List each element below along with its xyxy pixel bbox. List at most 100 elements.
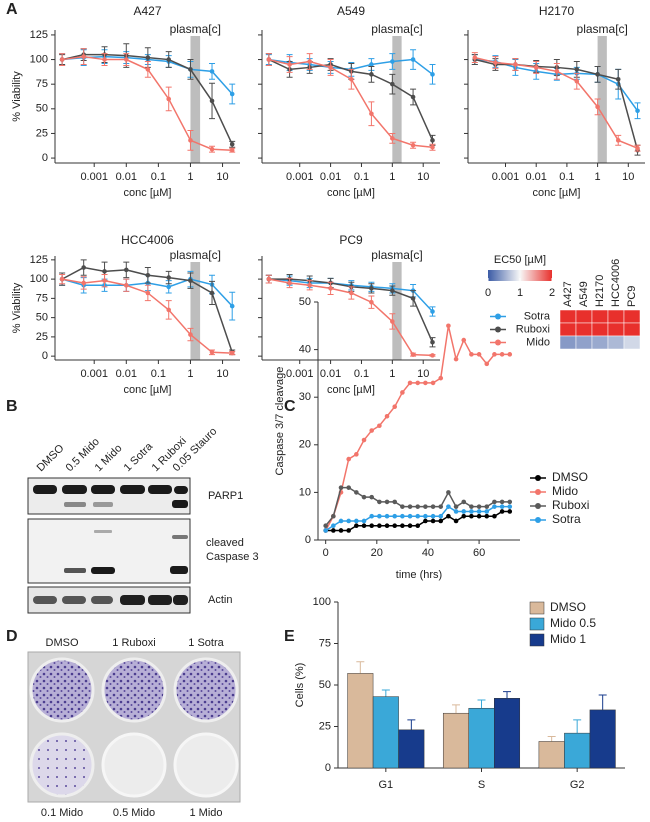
- point: [507, 504, 513, 509]
- x-axis-label: conc [µM]: [533, 187, 581, 199]
- x-tick-label: 1: [187, 171, 193, 183]
- y-tick-label: 10: [299, 486, 311, 498]
- point: [407, 380, 413, 386]
- point: [615, 138, 621, 143]
- bar: [347, 673, 374, 769]
- point: [415, 523, 421, 529]
- point: [145, 67, 151, 72]
- point: [392, 523, 398, 529]
- point: [377, 513, 382, 519]
- point: [209, 349, 215, 355]
- y-tick-label: 25: [319, 720, 331, 732]
- point: [595, 104, 600, 110]
- point: [461, 509, 467, 514]
- bar: [372, 696, 399, 769]
- point: [453, 509, 459, 514]
- legend-marker: [495, 326, 501, 333]
- column-label: A549: [578, 281, 590, 307]
- point: [266, 276, 272, 282]
- legend-label: DMSO: [550, 600, 586, 614]
- y-tick-label: 100: [30, 53, 48, 65]
- error-bar: [356, 661, 365, 674]
- point: [331, 528, 336, 533]
- x-tick-label: 0.001: [80, 171, 108, 183]
- point: [384, 523, 390, 529]
- panel-label: B: [6, 398, 18, 415]
- point: [307, 282, 312, 288]
- heat-cell: [591, 322, 609, 337]
- x-tick-label: 0.01: [320, 171, 341, 183]
- well-label: 1 Mido: [189, 807, 222, 819]
- point: [635, 145, 640, 151]
- error-bar: [407, 719, 416, 730]
- y-tick-label: 50: [299, 296, 311, 308]
- x-tick-label: 0.001: [80, 368, 108, 380]
- bands: [33, 595, 188, 605]
- point: [81, 54, 86, 59]
- colorbar-tick-label: 0: [485, 287, 491, 299]
- blot-box: [27, 477, 191, 515]
- point: [484, 513, 490, 519]
- x-tick-label: 0.01: [116, 368, 137, 380]
- point: [166, 284, 172, 290]
- legend-label: Sotra: [552, 512, 581, 526]
- panel-label: C: [284, 398, 296, 415]
- point: [499, 499, 505, 505]
- y-tick-label: 0: [42, 350, 48, 362]
- point: [453, 504, 459, 509]
- point: [377, 523, 382, 529]
- point: [346, 485, 351, 490]
- legend-swatch: [529, 601, 545, 615]
- point: [188, 138, 193, 143]
- point: [430, 380, 436, 386]
- x-tick-label: 20: [371, 547, 383, 559]
- well-label: DMSO: [46, 637, 79, 649]
- y-tick-label: 100: [30, 273, 48, 285]
- point: [635, 108, 640, 114]
- point: [438, 504, 444, 509]
- point: [438, 375, 444, 381]
- point: [287, 280, 292, 286]
- y-tick-label: 25: [36, 127, 48, 139]
- legend-label: Ruboxi: [516, 323, 550, 335]
- point: [430, 144, 435, 150]
- legend-marker: [535, 517, 541, 523]
- point: [369, 494, 374, 500]
- annotation: plasma[c]: [170, 22, 221, 36]
- x-tick-label: 10: [417, 368, 429, 380]
- point: [499, 504, 505, 509]
- heat-cell: [607, 322, 625, 337]
- x-tick-label: 0.01: [525, 171, 546, 183]
- point: [476, 509, 482, 514]
- point: [338, 528, 344, 533]
- y-tick-label: 50: [36, 312, 48, 324]
- point: [513, 62, 518, 67]
- x-tick-label: 60: [473, 547, 485, 559]
- point: [469, 504, 474, 509]
- point: [410, 57, 416, 62]
- point: [407, 513, 413, 519]
- x-tick-label: 0: [323, 547, 329, 559]
- well: [29, 732, 95, 798]
- heat-cell: [623, 335, 641, 350]
- bar: [468, 707, 495, 769]
- column-label: A427: [562, 281, 574, 307]
- point: [188, 67, 193, 72]
- plasma-band: [392, 262, 402, 360]
- western-blot: PARP1 cleaved Caspase 3 Actin: [27, 477, 259, 614]
- point: [400, 523, 405, 529]
- point: [423, 380, 428, 386]
- point: [430, 309, 435, 314]
- point: [390, 81, 395, 87]
- x-axis-label: conc [µM]: [124, 384, 172, 396]
- point: [410, 352, 416, 357]
- point: [377, 499, 382, 505]
- series-line: [325, 325, 510, 531]
- point: [266, 57, 272, 62]
- point: [328, 286, 333, 291]
- y-tick-label: 40: [299, 344, 311, 356]
- point: [369, 513, 374, 519]
- point: [438, 518, 444, 524]
- point: [484, 509, 490, 514]
- point: [533, 65, 539, 70]
